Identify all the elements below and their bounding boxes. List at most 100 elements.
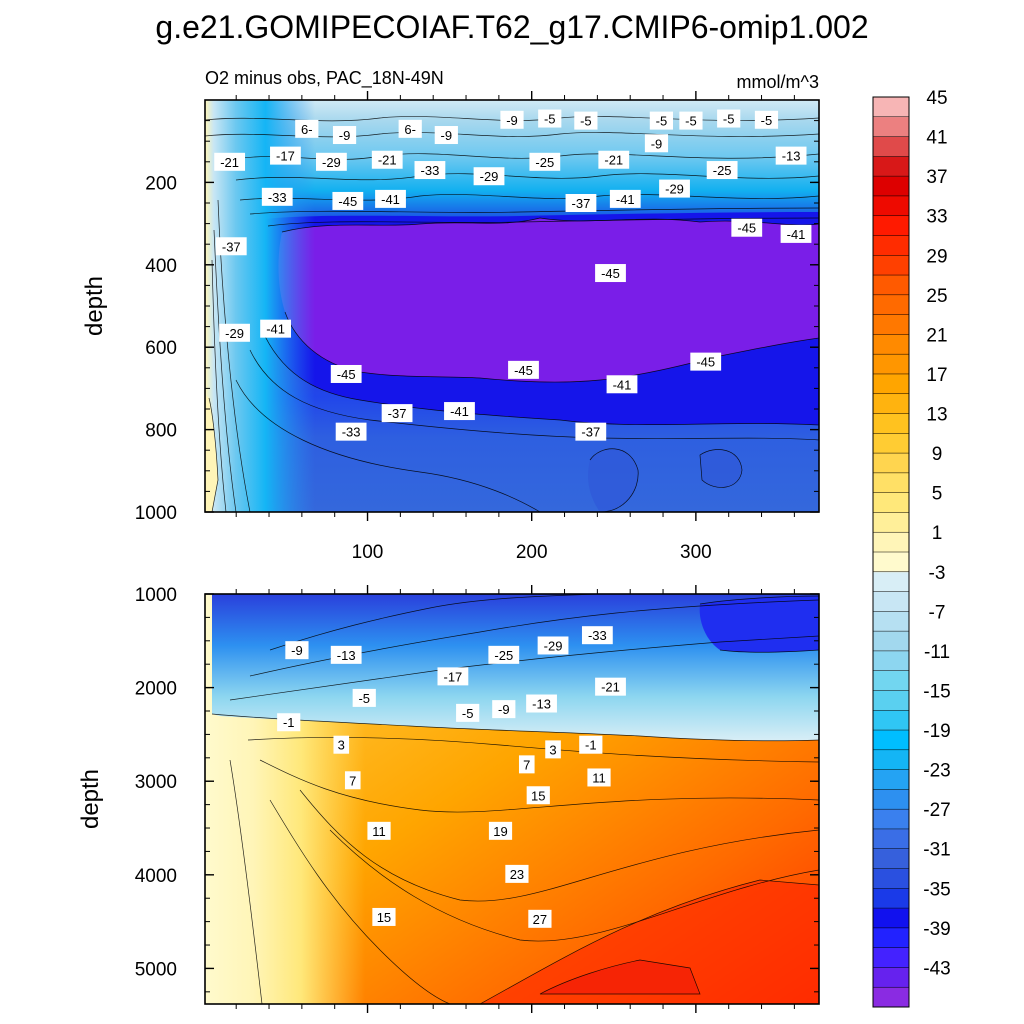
contour-label: -45 [508,360,539,379]
colorbar-label: 1 [932,523,943,544]
colorbar-label: 37 [926,167,947,188]
upper-pale-wedge [205,395,218,512]
colorbar-swatch [873,789,909,810]
contour-label: -33 [261,187,293,206]
contour-label: -25 [488,645,520,664]
svg-text:-5: -5 [723,112,735,127]
svg-text:-5: -5 [544,112,556,127]
colorbar-label: 13 [926,405,947,426]
svg-text:-41: -41 [613,377,632,392]
svg-text:6-: 6- [301,122,313,137]
contour-label: -5 [679,111,703,130]
svg-text:-41: -41 [266,322,285,337]
contour-label: -41 [609,189,641,208]
colorbar-label: -3 [929,563,946,584]
colorbar-swatch [873,472,909,494]
colorbar-label: -31 [923,840,950,861]
colorbar-swatch [873,927,909,949]
svg-text:-25: -25 [535,155,554,170]
contour-label: -29 [219,323,250,342]
svg-text:-33: -33 [421,163,440,178]
contour-label: 19 [488,821,513,840]
upper-y-tick-label: 1000 [135,503,177,524]
colorbar-swatch [873,354,909,375]
contour-label: -9 [492,700,516,719]
contour-label: -41 [260,319,291,338]
contour-label: -45 [330,364,362,383]
colorbar-label: 29 [926,246,947,267]
svg-text:-25: -25 [713,163,732,178]
lower-y-tick-label: 2000 [135,679,177,700]
contour-label: -9 [434,126,458,145]
contour-label: -29 [659,179,690,198]
contour-labels: -9 -5 -5 -5 -5 -5 -56- -9 6- -9-9-21 -17 -29 -21-33-… [214,109,812,928]
svg-text:-29: -29 [544,638,563,653]
colorbar-swatch [873,235,909,256]
svg-text:-45: -45 [601,266,620,281]
colorbar-swatch [873,809,909,830]
svg-text:-41: -41 [616,192,635,207]
svg-text:-25: -25 [494,648,513,663]
contour-label: -13 [526,694,557,713]
svg-text:-37: -37 [388,406,407,421]
svg-text:6-: 6- [404,122,416,137]
svg-text:-21: -21 [601,680,620,695]
contour-label: 3 [545,740,561,759]
contour-label: -29 [473,167,505,186]
svg-text:-37: -37 [572,196,591,211]
svg-text:-29: -29 [225,326,244,341]
colorbar-label: 17 [926,365,947,386]
colorbar-label: 25 [926,286,947,307]
chart-title: g.e21.GOMIPECOIAF.T62_g17.CMIP6-omip1.00… [155,9,868,45]
colorbar-swatch [873,275,909,296]
colorbar-label: 41 [926,128,947,149]
colorbar-swatch [873,532,909,553]
colorbar-swatch [873,908,909,929]
contour-label: -21 [371,150,403,169]
chart-subtitle: O2 minus obs, PAC_18N-49N [205,68,444,89]
contour-label: -9 [500,110,524,129]
svg-text:-21: -21 [604,153,623,168]
contour-label: -17 [437,667,469,686]
contour-label: -41 [780,224,812,243]
svg-text:-33: -33 [268,190,287,205]
svg-text:7: 7 [349,773,356,788]
colorbar-swatch [873,591,909,612]
contour-label: -33 [581,626,613,645]
contour-label: -25 [529,152,561,171]
contour-label: -29 [537,636,569,655]
colorbar-swatch [873,611,909,632]
colorbar-swatch [873,156,909,177]
lower-plot-frame [204,593,820,1005]
contour-label: 6- [295,119,319,138]
contour-label: -25 [706,161,738,180]
contour-label: -17 [270,146,301,165]
units-label: mmol/m^3 [737,72,819,92]
svg-text:-9: -9 [498,702,510,717]
contour-label: -37 [565,194,597,212]
svg-text:19: 19 [493,824,507,839]
contour-label: 7 [344,771,361,790]
colorbar-swatch [873,848,909,869]
svg-text:-9: -9 [339,128,351,143]
svg-text:-5: -5 [462,706,474,721]
colorbar-swatch [873,97,909,118]
svg-text:-5: -5 [656,114,668,129]
svg-text:15: 15 [531,788,545,803]
contour-label: -9 [285,641,309,660]
colorbar-swatch [873,195,909,217]
colorbar-swatch [873,670,909,691]
contour-label: 23 [505,864,529,883]
colorbar-swatch [873,453,909,474]
colorbar-swatch [873,492,909,513]
axes-layer: 200 400 600 800 1000 100 200 300 1000 2000 3000 400… [135,91,819,1013]
colorbar-swatch [873,650,909,672]
svg-text:-1: -1 [585,738,597,753]
colorbar-label: -39 [923,919,950,940]
svg-text:-13: -13 [782,149,801,164]
contour-label: -9 [644,134,669,153]
colorbar-swatch [873,987,909,1008]
colorbar-label: -23 [923,761,950,782]
colorbar-swatch [873,868,909,889]
svg-text:-33: -33 [342,425,361,440]
